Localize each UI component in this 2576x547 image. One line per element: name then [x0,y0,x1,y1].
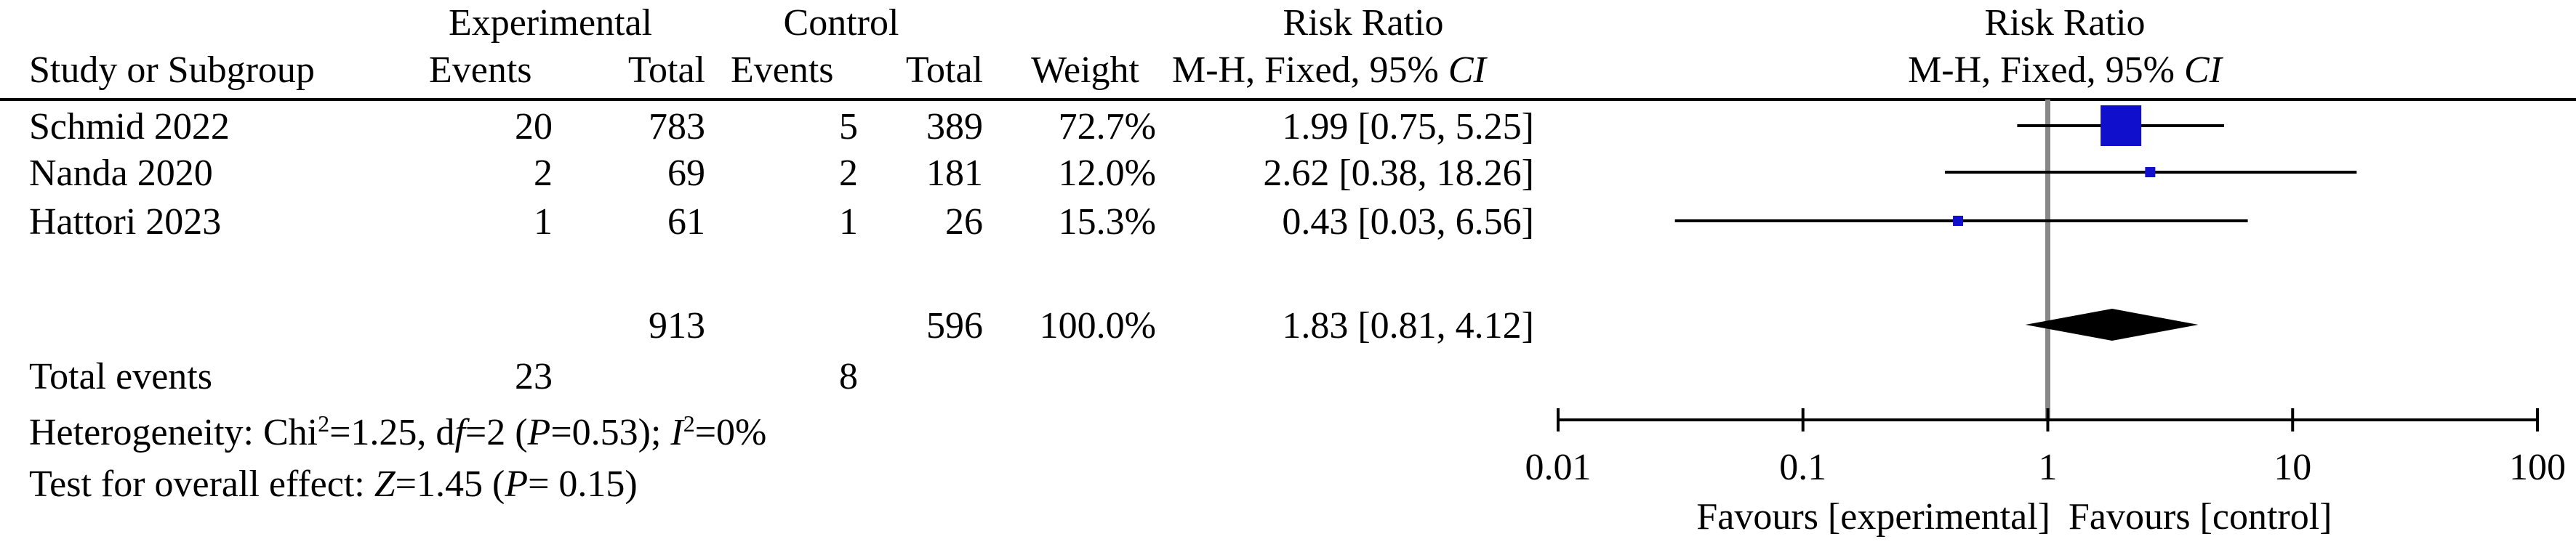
pooled-diamond [2025,309,2199,341]
favours-control: Favours [control] [2069,496,2332,538]
header-control: Control [784,2,899,44]
header-exp-events: Events [429,49,532,91]
study-square [1953,216,1964,226]
plot-area: 0.01 0.1 1 10 100 [1525,100,2566,488]
row-exp-events: 1 [534,201,553,243]
row-ctrl-total: 389 [926,106,983,147]
header-method-left: M-H, Fixed, 95% CI [1172,49,1488,91]
row-exp-events: 2 [534,153,553,194]
total-ctrl-total: 596 [926,305,983,347]
row-exp-total: 61 [667,201,705,243]
heterogeneity-text: Heterogeneity: Chi2=1.25, df=2 (P=0.53);… [29,410,766,453]
x-tick-label: 0.01 [1525,447,1592,488]
row-exp-total: 783 [649,106,705,147]
row-rr-text: 1.99 [0.75, 5.25] [1282,106,1534,147]
row-ctrl-total: 26 [945,201,983,243]
row-study: Schmid 2022 [29,106,230,147]
x-tick-label: 100 [2509,447,2566,488]
row-weight: 15.3% [1059,201,1156,243]
header-ctrl-events: Events [731,49,834,91]
header-experimental: Experimental [449,2,652,44]
total-exp-total: 913 [649,305,705,347]
row-ctrl-total: 181 [926,153,983,194]
x-tick-label: 10 [2274,447,2311,488]
total-weight: 100.0% [1040,305,1156,347]
total-events-label: Total events [29,356,212,397]
overall-effect-text: Test for overall effect: Z=1.45 (P= 0.15… [29,463,638,505]
row-study: Nanda 2020 [29,153,213,194]
header-method-right: M-H, Fixed, 95% CI [1908,49,2224,91]
header-study: Study or Subgroup [29,49,315,91]
row-ctrl-events: 1 [839,201,858,243]
row-exp-total: 69 [667,153,705,194]
row-weight: 12.0% [1059,153,1156,194]
total-rr: 1.83 [0.81, 4.12] [1282,305,1534,347]
row-weight: 72.7% [1059,106,1156,147]
favours-experimental: Favours [experimental] [1696,496,2050,538]
row-rr-text: 0.43 [0.03, 6.56] [1282,201,1534,243]
header-exp-total: Total [628,49,705,91]
study-square [2100,105,2142,146]
x-tick-label: 0.1 [1779,447,1826,488]
row-study: Hattori 2023 [29,201,221,243]
row-ctrl-events: 5 [839,106,858,147]
study-square [2145,167,2156,177]
header-weight: Weight [1031,49,1139,91]
row-rr-text: 2.62 [0.38, 18.26] [1263,153,1534,194]
header-risk-ratio-right: Risk Ratio [1984,2,2145,44]
header-ctrl-total: Total [906,49,983,91]
header-risk-ratio-left: Risk Ratio [1283,2,1443,44]
row-ctrl-events: 2 [839,153,858,194]
total-events-ctrl: 8 [839,356,858,397]
row-exp-events: 20 [515,106,553,147]
x-tick-label: 1 [2039,447,2058,488]
total-events-exp: 23 [515,356,553,397]
